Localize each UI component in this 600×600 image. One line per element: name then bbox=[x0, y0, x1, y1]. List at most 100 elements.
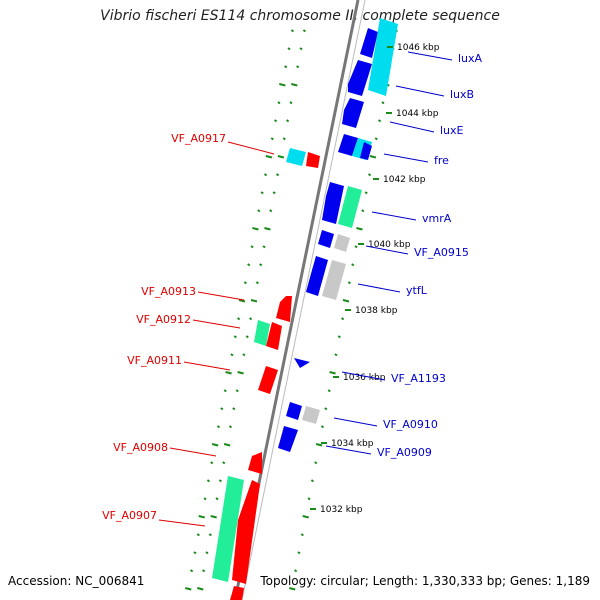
gene-feature bbox=[294, 358, 310, 368]
track-dot bbox=[272, 191, 276, 195]
track-dot bbox=[193, 551, 197, 555]
track-dot bbox=[361, 209, 365, 213]
track-dot bbox=[184, 587, 192, 591]
kbp-scale: 1046 kbp 1044 kbp 1042 kbp 1040 kbp 1038 kbp… bbox=[310, 43, 440, 515]
gene-label: ytfL bbox=[406, 284, 428, 297]
gene-label: VF_A0913 bbox=[141, 285, 196, 298]
track-dot bbox=[329, 371, 336, 375]
gene-label: VF_A0915 bbox=[414, 246, 469, 259]
track-dot bbox=[315, 443, 323, 447]
track-dot bbox=[220, 407, 224, 411]
track-dot bbox=[378, 119, 382, 123]
kbp-label: 1044 kbp bbox=[396, 109, 439, 119]
gene-feature bbox=[334, 234, 350, 252]
track-dot bbox=[225, 371, 232, 375]
track-dot bbox=[255, 281, 259, 285]
track-dot bbox=[327, 389, 331, 393]
label-leader-line bbox=[227, 141, 275, 155]
track-dot bbox=[314, 461, 318, 465]
track-dot bbox=[215, 497, 219, 501]
track-dot bbox=[196, 587, 204, 591]
track-dot bbox=[263, 173, 268, 177]
track-dot bbox=[374, 137, 378, 141]
gene-feature bbox=[232, 480, 260, 584]
gene-feature bbox=[348, 60, 372, 96]
track-dot bbox=[205, 551, 209, 555]
gene-feature bbox=[286, 148, 306, 166]
track-dot bbox=[354, 245, 358, 249]
label-leader-line bbox=[371, 211, 417, 221]
gene-label: VF_A0909 bbox=[377, 446, 432, 459]
label-leader-line bbox=[365, 245, 409, 255]
track-dot bbox=[284, 65, 288, 69]
track-dot bbox=[265, 155, 273, 159]
gene-features bbox=[278, 18, 398, 452]
gene-label: fre bbox=[434, 154, 449, 167]
map-title: Vibrio fischeri ES114 chromosome II, com… bbox=[100, 8, 500, 24]
track-dot bbox=[262, 245, 266, 249]
track-dot bbox=[277, 155, 285, 159]
track-dot bbox=[286, 119, 290, 123]
track-dot bbox=[228, 425, 233, 429]
track-dot bbox=[310, 479, 314, 483]
gene-feature bbox=[302, 406, 320, 424]
track-dot bbox=[341, 317, 345, 321]
topology-summary: Topology: circular; Length: 1,330,333 bp… bbox=[260, 574, 590, 588]
track-dot bbox=[237, 317, 241, 321]
track-dot bbox=[320, 425, 325, 429]
gene-feature bbox=[360, 28, 378, 58]
track-dot bbox=[238, 299, 246, 303]
track-dot bbox=[230, 353, 234, 357]
track-dot bbox=[216, 425, 221, 429]
label-leader-line bbox=[383, 153, 429, 163]
track-dot bbox=[269, 209, 273, 213]
track-dot bbox=[289, 101, 293, 105]
track-dot bbox=[242, 353, 246, 357]
track-dot bbox=[324, 407, 328, 411]
gene-label: VF_A0911 bbox=[127, 354, 182, 367]
track-dot bbox=[190, 569, 194, 573]
gene-label: luxA bbox=[458, 52, 483, 65]
label-leader-line bbox=[183, 361, 231, 371]
track-dot bbox=[290, 29, 294, 33]
track-dot bbox=[203, 497, 207, 501]
track-dot bbox=[259, 263, 263, 267]
label-leader-line bbox=[389, 121, 435, 133]
kbp-label: 1034 kbp bbox=[331, 439, 374, 449]
label-leader-line bbox=[158, 519, 206, 527]
track-dot bbox=[337, 335, 341, 339]
track-dot bbox=[260, 191, 264, 195]
kbp-label: 1042 kbp bbox=[383, 175, 426, 185]
gene-feature bbox=[278, 426, 298, 452]
track-dot bbox=[249, 317, 253, 321]
track-dot bbox=[247, 263, 251, 267]
track-dot bbox=[210, 515, 217, 519]
left-gene-labels: VF_A0917 VF_A0913 VF_A0912 VF_A0911 VF_A0908… bbox=[102, 132, 275, 527]
gene-feature bbox=[360, 142, 372, 160]
track-dot bbox=[300, 533, 304, 537]
kbp-label: 1036 kbp bbox=[343, 373, 386, 383]
track-dot bbox=[282, 137, 286, 141]
label-leader-line bbox=[357, 283, 401, 293]
track-dot bbox=[381, 101, 385, 105]
track-dot bbox=[334, 353, 338, 357]
gene-feature bbox=[286, 402, 302, 420]
label-leader-line bbox=[197, 291, 245, 301]
accession-text: Accession: NC_006841 bbox=[8, 574, 145, 588]
gene-label: VF_A0907 bbox=[102, 509, 157, 522]
track-dot bbox=[351, 263, 355, 267]
gene-label: VF_A0917 bbox=[171, 132, 226, 145]
gene-feature bbox=[306, 152, 320, 168]
right-gene-labels: luxA luxB luxE fre vmrA VF_A0915 ytfL VF_A1193 V… bbox=[325, 51, 483, 459]
dotted-tracks bbox=[184, 29, 398, 591]
gene-features-left bbox=[212, 148, 320, 600]
track-dot bbox=[264, 227, 271, 231]
gene-feature bbox=[318, 230, 334, 248]
gene-feature bbox=[368, 18, 398, 96]
gene-feature bbox=[322, 182, 344, 224]
track-dot bbox=[342, 299, 350, 303]
label-leader-line bbox=[333, 417, 378, 427]
track-dot bbox=[233, 335, 237, 339]
track-dot bbox=[356, 227, 363, 231]
track-dot bbox=[196, 533, 200, 537]
